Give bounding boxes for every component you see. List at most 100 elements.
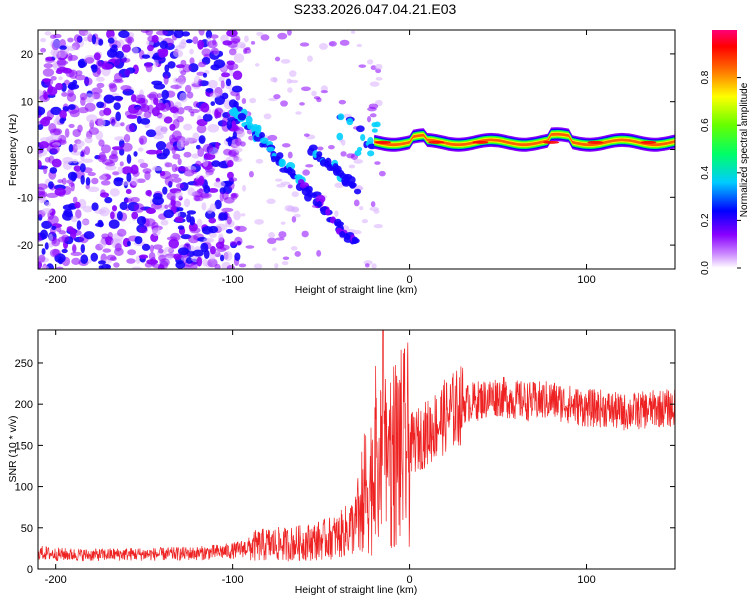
noise-blob bbox=[68, 104, 76, 111]
noise-blob bbox=[59, 109, 67, 119]
noise-blob bbox=[83, 77, 93, 86]
noise-blob bbox=[268, 232, 276, 239]
noise-blob bbox=[131, 46, 139, 55]
noise-blob bbox=[121, 44, 131, 53]
diagonal-streak-blob bbox=[231, 107, 238, 114]
noise-blob bbox=[102, 248, 112, 253]
noise-blob bbox=[118, 30, 130, 38]
noise-blob bbox=[51, 238, 61, 247]
spec-xtick-label: 0 bbox=[407, 274, 413, 286]
noise-blob bbox=[91, 34, 97, 45]
noise-blob bbox=[55, 226, 62, 232]
colorbar-tick-label: 0.8 bbox=[700, 70, 711, 84]
noise-blob bbox=[180, 39, 187, 45]
noise-blob bbox=[295, 111, 302, 115]
noise-blob bbox=[67, 37, 74, 43]
noise-blob bbox=[172, 49, 184, 58]
noise-blob bbox=[192, 132, 200, 142]
noise-blob bbox=[353, 199, 360, 207]
snr-ytick-label: 100 bbox=[15, 482, 33, 494]
noise-blob bbox=[207, 79, 218, 89]
noise-blob bbox=[163, 74, 169, 85]
noise-blob bbox=[202, 72, 208, 78]
diagonal-streak-blob bbox=[233, 100, 239, 108]
colorbar-gradient bbox=[712, 30, 737, 268]
noise-blob bbox=[136, 216, 147, 226]
noise-blob bbox=[341, 139, 346, 146]
noise-blob bbox=[84, 57, 95, 64]
noise-blob bbox=[126, 258, 136, 264]
transition-blob bbox=[367, 150, 375, 157]
spectrogram-xlabel: Height of straight line (km) bbox=[295, 284, 418, 296]
noise-blob bbox=[220, 80, 225, 89]
noise-blob bbox=[87, 172, 96, 177]
noise-blob bbox=[221, 72, 230, 78]
second-streak-blob bbox=[316, 151, 323, 158]
noise-blob bbox=[267, 237, 277, 245]
snr-ytick-label: 50 bbox=[21, 523, 33, 535]
noise-blob bbox=[374, 161, 381, 165]
noise-blob bbox=[209, 92, 221, 98]
noise-blob bbox=[198, 135, 206, 144]
transition-blob bbox=[360, 134, 366, 142]
noise-blob bbox=[130, 164, 139, 175]
spec-ytick-label: 0 bbox=[27, 145, 33, 157]
noise-blob bbox=[84, 146, 91, 156]
noise-blob bbox=[240, 43, 246, 49]
noise-blob bbox=[50, 106, 62, 116]
noise-blob bbox=[38, 260, 43, 269]
noise-blob bbox=[109, 188, 120, 197]
noise-blob bbox=[234, 225, 241, 231]
noise-blob bbox=[183, 151, 192, 158]
noise-blob bbox=[246, 128, 253, 135]
noise-blob bbox=[181, 31, 191, 37]
noise-blob bbox=[204, 167, 215, 173]
snr-xtick-label: -100 bbox=[222, 574, 244, 586]
snr-ytick-label: 150 bbox=[15, 440, 33, 452]
noise-blob bbox=[147, 44, 154, 52]
noise-blob bbox=[38, 183, 48, 190]
noise-blob bbox=[189, 48, 194, 55]
noise-blob bbox=[213, 181, 226, 188]
noise-blob bbox=[80, 254, 89, 265]
noise-blob bbox=[282, 256, 290, 260]
noise-blob bbox=[221, 207, 234, 213]
noise-blob bbox=[125, 124, 136, 133]
noise-blob bbox=[369, 81, 380, 87]
noise-blob bbox=[66, 226, 74, 233]
noise-blob bbox=[210, 47, 219, 55]
noise-blob bbox=[43, 78, 54, 86]
diagonal-streak-blob bbox=[276, 152, 284, 160]
noise-blob bbox=[106, 254, 117, 261]
noise-blob bbox=[108, 153, 119, 164]
noise-blob bbox=[146, 259, 159, 265]
noise-blob bbox=[58, 76, 63, 81]
noise-blob bbox=[334, 210, 339, 217]
noise-blob bbox=[278, 231, 287, 239]
noise-blob bbox=[277, 32, 288, 40]
noise-blob bbox=[271, 247, 277, 252]
noise-blob bbox=[54, 187, 66, 196]
diagonal-streak-blob bbox=[351, 236, 359, 245]
noise-blob bbox=[226, 264, 235, 269]
noise-blob bbox=[125, 36, 135, 44]
noise-blob bbox=[41, 265, 49, 269]
noise-blob bbox=[44, 242, 49, 250]
noise-blob bbox=[124, 69, 131, 77]
noise-blob bbox=[64, 208, 73, 218]
noise-blob bbox=[369, 206, 380, 212]
noise-blob bbox=[193, 101, 199, 108]
noise-blob bbox=[100, 180, 111, 186]
noise-blob bbox=[320, 90, 328, 94]
noise-blob bbox=[71, 243, 77, 254]
noise-blob bbox=[338, 99, 347, 105]
colorbar-title: Normalized spectral amplitude bbox=[739, 82, 750, 217]
noise-blob bbox=[156, 92, 162, 99]
noise-blob bbox=[87, 186, 100, 193]
noise-blob bbox=[55, 266, 64, 269]
noise-blob bbox=[274, 56, 281, 62]
noise-blob bbox=[168, 238, 180, 249]
noise-blob bbox=[195, 160, 202, 167]
noise-blob bbox=[104, 196, 113, 204]
